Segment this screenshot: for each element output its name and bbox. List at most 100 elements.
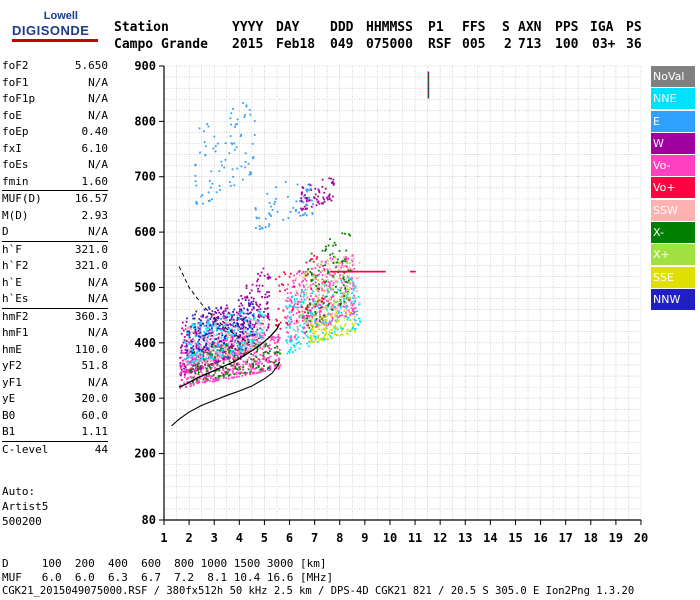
- echo-point-ssw: [249, 345, 252, 347]
- echo-point-vo: [199, 369, 202, 372]
- echo-point-x: [332, 244, 335, 247]
- echo-point-w: [179, 373, 182, 376]
- echo-point-e: [274, 200, 276, 203]
- echo-point-e: [244, 166, 247, 169]
- echo-point-ssw: [320, 308, 323, 311]
- echo-point-w: [258, 316, 261, 319]
- echo-point-nne: [285, 339, 288, 341]
- echo-point-x: [190, 368, 193, 371]
- echo-point-sse: [331, 328, 334, 331]
- echo-point-x: [239, 372, 241, 375]
- param-value: 6.10: [81, 141, 109, 155]
- echo-point-vo: [312, 260, 315, 263]
- echo-point-nne: [231, 313, 234, 316]
- echo-point-vo: [238, 375, 241, 378]
- echo-point-w: [308, 199, 311, 202]
- echo-point-nne: [192, 338, 195, 341]
- echo-point-w: [323, 200, 326, 203]
- echo-point-x: [206, 378, 209, 381]
- echo-point-vo: [314, 267, 317, 269]
- echo-point-nne: [249, 347, 252, 350]
- echo-point-ssw: [316, 284, 319, 286]
- echo-point-vo: [212, 346, 215, 349]
- echo-point-w: [195, 331, 198, 334]
- echo-point-es: [362, 270, 365, 273]
- echo-point-ssw: [240, 337, 243, 340]
- echo-point-w: [185, 370, 188, 373]
- echo-point-nne: [191, 350, 194, 352]
- echo-point-vo: [327, 323, 330, 326]
- echo-point-x: [305, 317, 308, 320]
- echo-point-w: [268, 291, 270, 294]
- echo-point-e: [229, 135, 232, 137]
- echo-point-w: [198, 366, 201, 369]
- echo-point-x: [268, 360, 271, 363]
- echo-point-x: [233, 355, 236, 358]
- echo-point-vo: [186, 371, 189, 373]
- echo-point-x: [307, 286, 310, 288]
- echo-point-w: [257, 313, 260, 316]
- echo-point-w: [229, 340, 232, 343]
- echo-point-e: [270, 205, 272, 208]
- echo-point-ssw: [331, 306, 334, 309]
- echo-point-x: [227, 348, 229, 351]
- echo-point-x: [225, 343, 228, 345]
- echo-point-vo: [328, 320, 331, 323]
- echo-point-es: [339, 270, 342, 273]
- echo-point-w: [195, 347, 198, 350]
- echo-point-vo: [215, 379, 218, 382]
- echo-point-vo: [246, 344, 249, 347]
- echo-point-es: [342, 270, 345, 273]
- echo-point-e: [251, 142, 254, 145]
- echo-point-ssw: [254, 331, 257, 334]
- echo-point-vo: [218, 377, 221, 380]
- echo-point-ssw: [306, 326, 309, 329]
- echo-point-nne: [316, 285, 319, 288]
- echo-point-ssw: [324, 307, 327, 310]
- echo-point-w: [228, 347, 231, 349]
- echo-point-x: [334, 261, 336, 264]
- echo-point-w: [211, 331, 214, 334]
- echo-point-e: [230, 112, 233, 115]
- echo-point-w: [184, 351, 187, 354]
- echo-point-nne: [241, 346, 243, 348]
- echo-point-vo: [221, 350, 224, 353]
- echo-point-w: [204, 363, 206, 366]
- echo-point-nne: [293, 344, 296, 347]
- echo-point-x: [315, 301, 318, 304]
- echo-point-vo: [307, 319, 310, 322]
- param-key: foEp: [2, 125, 29, 138]
- echo-point-w: [251, 308, 253, 311]
- echo-point-vo: [320, 321, 323, 324]
- echo-point-vo: [239, 353, 241, 355]
- echo-point-e: [230, 123, 232, 126]
- echo-point-x: [234, 366, 237, 369]
- echo-point-nnw: [248, 326, 251, 329]
- echo-point-nne: [302, 295, 305, 298]
- echo-point-w: [223, 327, 226, 330]
- echo-point-nne: [296, 341, 299, 344]
- echo-point-sse: [344, 322, 347, 325]
- echo-point-nne: [262, 331, 265, 334]
- echo-point-sse: [331, 336, 334, 339]
- echo-point-vo: [298, 270, 301, 272]
- echo-point-nne: [234, 333, 237, 336]
- echo-point-e: [301, 214, 304, 217]
- echo-point-vo: [246, 372, 248, 375]
- echo-point-w: [233, 314, 236, 316]
- param-value: 20.0: [81, 392, 109, 405]
- echo-point-vo: [352, 307, 355, 310]
- echo-point-vo: [188, 352, 191, 354]
- echo-point-nne: [244, 312, 247, 315]
- param-value: 16.57: [74, 192, 108, 205]
- echo-point-vo: [268, 359, 270, 362]
- echo-point-vo: [231, 371, 234, 374]
- echo-point-e: [195, 200, 198, 203]
- header-label-8: AXN: [518, 20, 542, 35]
- echo-point-nne: [203, 330, 206, 333]
- echo-point-x: [274, 352, 277, 355]
- echo-point-nne: [192, 359, 195, 362]
- echo-point-x: [336, 281, 339, 284]
- echo-point-vo: [319, 271, 322, 274]
- echo-point-es: [382, 270, 385, 273]
